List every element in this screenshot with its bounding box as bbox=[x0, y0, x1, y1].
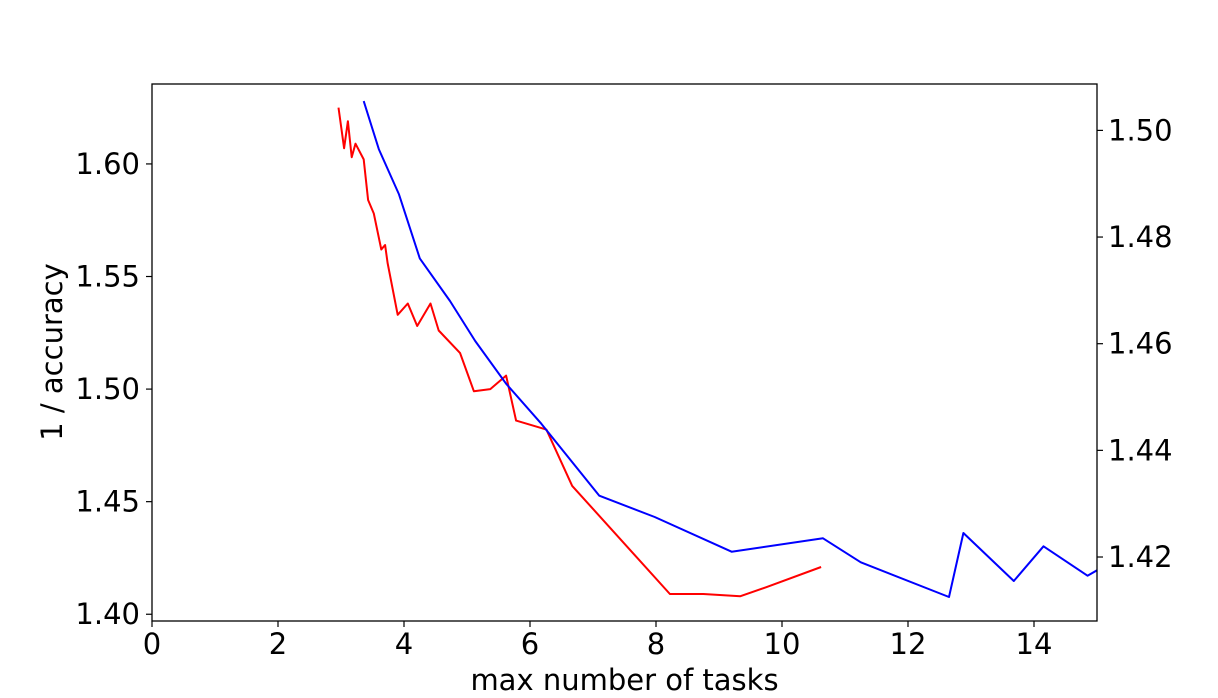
red-series-line bbox=[337, 107, 822, 598]
x-axis-label: max number of tasks bbox=[470, 663, 778, 697]
x-tick-label: 10 bbox=[764, 627, 801, 661]
y-tick-label: 1.55 bbox=[75, 260, 140, 294]
x-tick-label: 4 bbox=[395, 627, 413, 661]
x-tick-label: 2 bbox=[269, 627, 287, 661]
x-tick-label: 14 bbox=[1016, 627, 1053, 661]
y-tick-label: 1.50 bbox=[75, 372, 140, 406]
y-axis-right-ticks: 1.42 1.44 1.46 1.48 1.50 bbox=[1097, 113, 1173, 574]
plot-frame bbox=[151, 83, 1098, 622]
y2-tick-label: 1.44 bbox=[1108, 433, 1173, 467]
y2-tick-label: 1.42 bbox=[1108, 540, 1173, 574]
y-tick-label: 1.60 bbox=[75, 147, 140, 181]
x-tick-label: 8 bbox=[647, 627, 665, 661]
y2-tick-label: 1.48 bbox=[1108, 220, 1173, 254]
y-tick-label: 1.45 bbox=[75, 485, 140, 519]
y-axis-left-ticks: 1.40 1.45 1.50 1.55 1.60 bbox=[75, 147, 152, 631]
x-tick-label: 6 bbox=[521, 627, 539, 661]
blue-series-line bbox=[362, 100, 1097, 598]
y2-tick-label: 1.50 bbox=[1108, 113, 1173, 147]
y-axis-label: 1 / accuracy bbox=[35, 263, 69, 441]
x-tick-label: 0 bbox=[143, 627, 161, 661]
y-tick-label: 1.40 bbox=[75, 597, 140, 631]
series-layer bbox=[337, 100, 1097, 598]
x-axis-ticks: 0 2 4 6 8 10 12 14 bbox=[143, 621, 1053, 661]
y2-tick-label: 1.46 bbox=[1108, 327, 1173, 361]
x-tick-label: 12 bbox=[890, 627, 927, 661]
